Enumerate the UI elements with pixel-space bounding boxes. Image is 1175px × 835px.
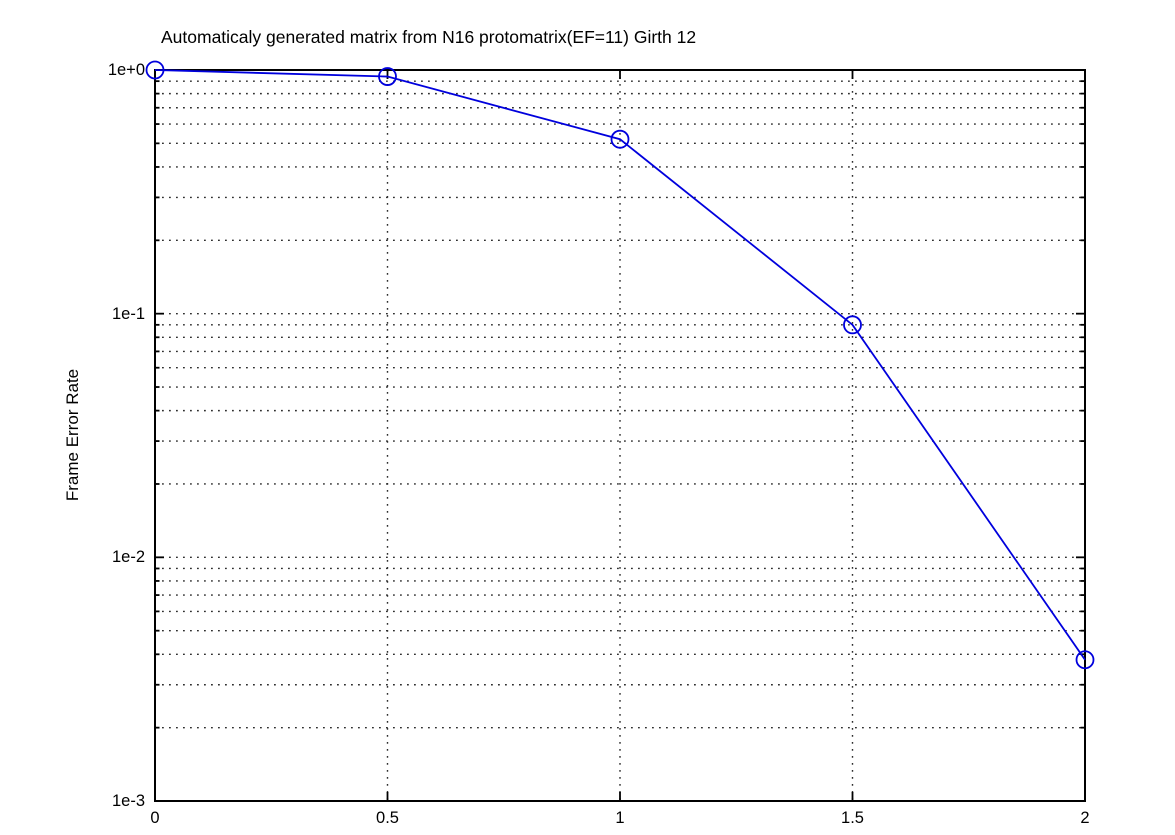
data-point-marker <box>843 315 862 335</box>
x-tick-label: 2 <box>1080 809 1090 827</box>
data-point-marker <box>1075 650 1095 670</box>
x-tick-label: 0 <box>150 809 160 827</box>
data-point-marker <box>610 129 630 149</box>
y-tick-label: 1e-3 <box>111 792 145 810</box>
grid-lines <box>155 70 1085 801</box>
data-series <box>145 60 1095 670</box>
series-line <box>154 69 1086 661</box>
x-tick-label: 0.5 <box>376 809 399 827</box>
x-tick-label: 1 <box>615 809 625 827</box>
x-tick-label: 1.5 <box>841 809 864 827</box>
chart-title: Automaticaly generated matrix from N16 p… <box>161 27 697 47</box>
axes-box <box>154 69 1086 802</box>
y-tick-label: 1e-1 <box>111 304 145 323</box>
data-point-marker <box>145 60 165 80</box>
y-tick-label: 1e+0 <box>107 61 145 79</box>
data-point-marker <box>378 67 397 86</box>
y-tick-label: 1e-2 <box>111 548 145 567</box>
